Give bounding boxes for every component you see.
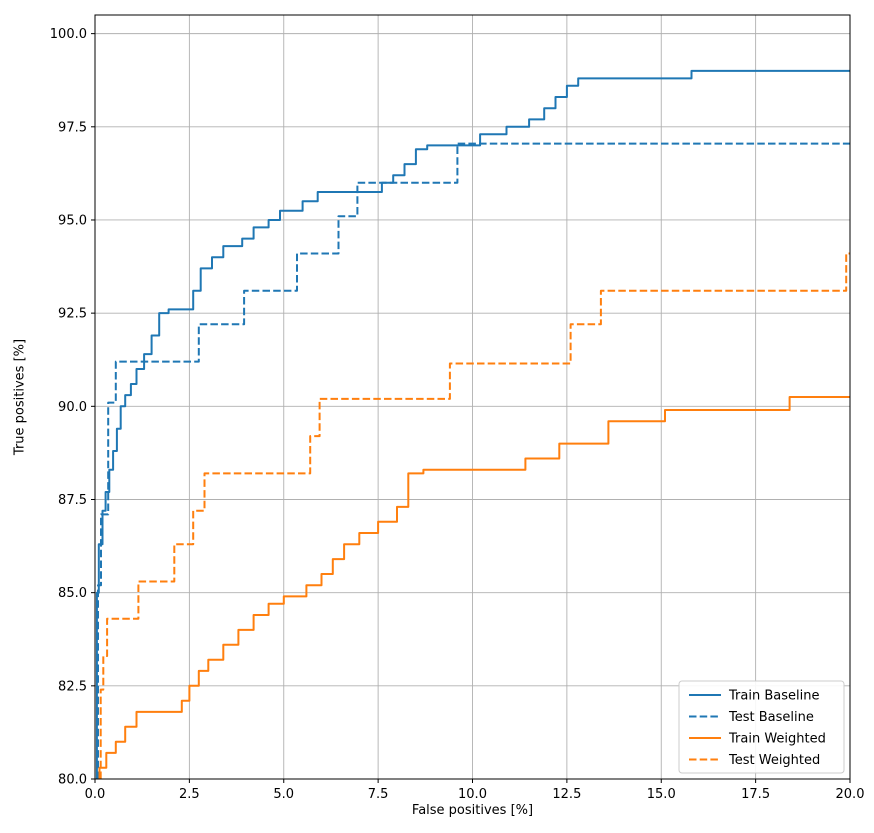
legend: Train Baseline Test Baseline Train Weighte… [678,680,845,774]
x-tick-label: 10.0 [458,787,487,802]
x-tick-label: 5.0 [273,787,294,802]
legend-label: Train Weighted [728,732,826,747]
y-tick-label: 85.0 [58,586,87,601]
tick-marks [91,33,851,783]
legend-entry-train-baseline: Train Baseline [689,689,819,704]
x-tick-labels: 0.0 2.5 5.0 7.5 10.0 12.5 15.0 17.5 20.0 [85,787,865,802]
x-tick-label: 20.0 [836,787,865,802]
y-tick-label: 97.5 [58,120,87,135]
x-tick-label: 0.0 [85,787,106,802]
grid [94,15,851,780]
legend-entry-train-weighted: Train Weighted [689,732,826,747]
legend-entry-test-baseline: Test Baseline [689,710,814,725]
series-line-train-baseline [95,69,850,779]
series-line-train-weighted [98,396,850,779]
x-tick-label: 15.0 [647,787,676,802]
legend-box [678,680,845,774]
series-line-test-baseline [97,142,850,779]
series [95,69,850,779]
series-line-test-weighted [99,252,850,779]
y-tick-label: 90.0 [58,400,87,415]
legend-label: Train Baseline [728,689,819,704]
y-tick-label: 80.0 [58,773,87,788]
x-tick-label: 2.5 [179,787,200,802]
legend-entry-test-weighted: Test Weighted [689,753,820,768]
y-tick-label: 82.5 [58,679,87,694]
x-tick-label: 17.5 [741,787,770,802]
y-tick-label: 95.0 [58,213,87,228]
x-axis-label: False positives [%] [411,803,534,818]
x-tick-label: 12.5 [552,787,581,802]
legend-label: Test Baseline [728,710,814,725]
y-tick-labels: 80.0 82.5 85.0 87.5 90.0 92.5 95.0 97.5 100.0 [50,27,87,787]
y-tick-label: 100.0 [50,27,87,42]
y-tick-label: 92.5 [58,307,87,322]
y-tick-label: 87.5 [58,493,87,508]
y-axis-label: True positives [%] [12,338,28,456]
legend-label: Test Weighted [728,753,820,768]
x-tick-label: 7.5 [368,787,389,802]
